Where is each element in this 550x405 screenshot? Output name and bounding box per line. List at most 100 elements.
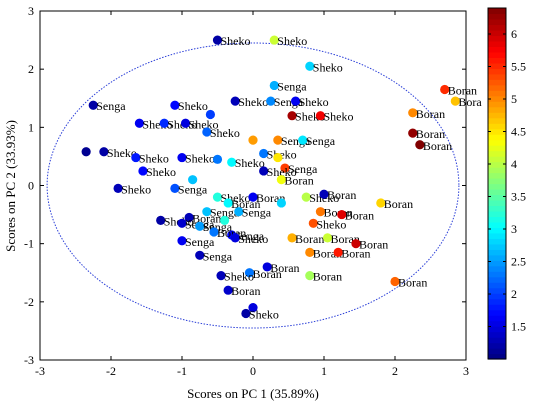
colorbar-band	[488, 106, 506, 113]
point-label: Senga	[185, 235, 215, 249]
point-label: Boran	[341, 246, 370, 260]
x-tick-label: 2	[392, 364, 398, 378]
y-tick-label: 0	[28, 179, 34, 193]
colorbar-band	[488, 326, 506, 333]
colorbar-band	[488, 13, 506, 20]
point-label: Boran	[270, 261, 299, 275]
data-point	[223, 198, 233, 208]
data-point	[269, 35, 279, 45]
data-point	[273, 152, 283, 163]
colorbar-band	[488, 178, 506, 185]
colorbar-band	[488, 156, 506, 163]
point-label: Sheko	[189, 117, 219, 131]
point-label: Boran	[345, 209, 374, 223]
data-point	[216, 271, 226, 281]
y-tick-label: -3	[24, 353, 34, 367]
colorbar-band	[488, 128, 506, 135]
x-tick-label: 1	[321, 364, 327, 378]
data-point	[170, 100, 180, 110]
colorbar-band	[488, 134, 506, 141]
data-point	[159, 118, 169, 128]
colorbar-band	[488, 216, 506, 223]
point-label: Sheko	[210, 126, 240, 140]
data-point	[234, 207, 244, 217]
point-label: Bora	[458, 95, 482, 109]
colorbar-band	[488, 161, 506, 168]
data-point	[248, 192, 258, 202]
data-point	[202, 127, 212, 137]
colorbar-tick-label: 2.5	[511, 255, 526, 269]
point-label: Senga	[242, 206, 272, 220]
colorbar-band	[488, 29, 506, 37]
y-tick-label: 2	[28, 62, 34, 76]
colorbar-band	[488, 84, 506, 91]
data-point	[134, 118, 144, 128]
data-point	[450, 96, 460, 106]
data-point	[184, 212, 194, 223]
colorbar-band	[488, 331, 506, 338]
data-point	[248, 303, 258, 313]
data-point	[195, 250, 205, 260]
point-label: Sheko	[313, 60, 343, 74]
x-tick-label: -1	[177, 364, 187, 378]
colorbar-band	[488, 139, 506, 146]
data-point	[337, 209, 347, 220]
colorbar-band	[488, 348, 506, 355]
data-point	[177, 236, 187, 246]
colorbar-band	[488, 249, 506, 256]
colorbar-band	[488, 320, 506, 327]
colorbar-band	[488, 188, 506, 196]
colorbar-band	[488, 353, 506, 360]
data-point	[241, 308, 251, 319]
point-label: Senga	[210, 206, 240, 220]
data-point	[156, 215, 166, 225]
colorbar-band	[488, 117, 506, 124]
data-point	[230, 233, 240, 243]
colorbar-tick-label: 4	[511, 157, 517, 171]
colorbar-band	[488, 51, 506, 58]
data-point	[205, 109, 215, 120]
data-point	[269, 80, 279, 91]
data-point	[298, 135, 308, 145]
point-label: Senga	[288, 162, 318, 176]
colorbar-band	[488, 293, 506, 300]
colorbar-band	[488, 8, 506, 15]
colorbar-band	[488, 183, 506, 190]
x-tick-label: -2	[106, 364, 116, 378]
point-label: Boran	[416, 127, 445, 141]
colorbar-band	[488, 46, 506, 53]
colorbar-band	[488, 210, 506, 218]
point-label: Boran	[448, 84, 477, 98]
colorbar: 1.5 2 2.5 3 3.5 4 4.5 5 5.5 6	[487, 7, 526, 360]
colorbar-band	[488, 337, 506, 344]
data-point	[280, 163, 290, 173]
point-label: Sheko	[146, 165, 176, 179]
colorbar-band	[488, 221, 506, 228]
point-label: Boran	[359, 238, 388, 252]
point-label: Sheko	[221, 34, 251, 48]
point-label: Senga	[96, 99, 126, 113]
x-axis-title: Scores on PC 1 (35.89%)	[187, 386, 319, 401]
colorbar-band	[488, 79, 506, 86]
data-point	[276, 198, 286, 208]
data-point	[244, 268, 255, 278]
point-label: Sheko	[267, 165, 297, 179]
colorbar-band	[488, 18, 506, 26]
data-point	[315, 207, 326, 217]
colorbar-band	[488, 90, 506, 97]
data-point	[390, 276, 400, 287]
colorbar-tick-label: 3	[511, 222, 517, 236]
point-label: Boran	[398, 275, 427, 289]
point-label: Sheko	[224, 270, 254, 284]
data-point	[230, 96, 240, 106]
data-point	[220, 215, 230, 225]
colorbar-band	[488, 62, 506, 69]
point-label: Boran	[252, 267, 281, 281]
colorbar-frame	[487, 7, 507, 360]
point-label: Sheko	[178, 99, 208, 113]
colorbar-band	[488, 167, 506, 174]
x-tick-label: 3	[463, 364, 469, 378]
colorbar-band	[488, 254, 506, 261]
